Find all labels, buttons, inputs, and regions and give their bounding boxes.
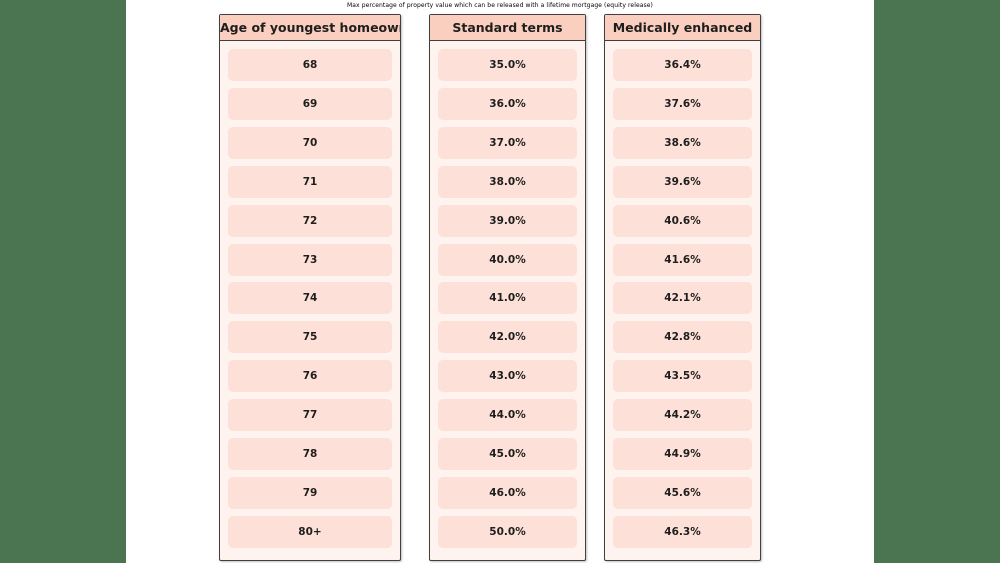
standard-terms-cell: 50.0% [438, 515, 577, 548]
medically-enhanced-column: Medically enhanced 36.4% 37.6% 38.6% 39.6% 4… [604, 14, 761, 561]
age-column: Age of youngest homeowner 68 69 70 71 72 73 74… [219, 14, 401, 561]
medically-enhanced-cell: 36.4% [613, 49, 752, 81]
standard-terms-cell: 39.0% [438, 204, 577, 237]
age-cell: 72 [228, 204, 392, 237]
medically-enhanced-cell: 39.6% [613, 165, 752, 198]
standard-terms-cell: 35.0% [438, 49, 577, 81]
medically-enhanced-cell: 38.6% [613, 126, 752, 159]
standard-terms-cell: 45.0% [438, 438, 577, 470]
age-cell: 75 [228, 321, 392, 354]
standard-terms-cell: 36.0% [438, 87, 577, 120]
age-cell: 69 [228, 87, 392, 120]
medically-enhanced-cell: 43.5% [613, 360, 752, 393]
medically-enhanced-cell: 45.6% [613, 476, 752, 509]
medically-enhanced-cell: 42.8% [613, 321, 752, 354]
age-cell: 68 [228, 49, 392, 81]
age-cell: 76 [228, 360, 392, 393]
standard-terms-cell: 46.0% [438, 476, 577, 509]
age-cell: 80+ [228, 515, 392, 548]
standard-terms-cell: 38.0% [438, 165, 577, 198]
medically-enhanced-cell: 42.1% [613, 282, 752, 315]
medically-enhanced-cell: 41.6% [613, 243, 752, 276]
standard-terms-cell: 40.0% [438, 243, 577, 276]
age-cell: 77 [228, 399, 392, 432]
standard-terms-column: Standard terms 35.0% 36.0% 37.0% 38.0% 39.0%… [429, 14, 586, 561]
medically-enhanced-header: Medically enhanced [605, 15, 760, 41]
standard-terms-cell: 41.0% [438, 282, 577, 315]
medically-enhanced-cell: 44.2% [613, 399, 752, 432]
standard-terms-cell: 42.0% [438, 321, 577, 354]
age-cell: 74 [228, 282, 392, 315]
standard-terms-cell: 37.0% [438, 126, 577, 159]
age-cell: 79 [228, 476, 392, 509]
standard-terms-cell: 44.0% [438, 399, 577, 432]
age-cell: 71 [228, 165, 392, 198]
age-cell: 78 [228, 438, 392, 470]
age-column-header: Age of youngest homeowner [220, 15, 400, 41]
age-cell: 70 [228, 126, 392, 159]
standard-terms-cell: 43.0% [438, 360, 577, 393]
medically-enhanced-cell: 37.6% [613, 87, 752, 120]
age-cell: 73 [228, 243, 392, 276]
standard-terms-header: Standard terms [430, 15, 585, 41]
medically-enhanced-cell: 44.9% [613, 438, 752, 470]
medically-enhanced-cell: 46.3% [613, 515, 752, 548]
table-caption: Max percentage of property value which c… [346, 2, 654, 9]
medically-enhanced-cell: 40.6% [613, 204, 752, 237]
